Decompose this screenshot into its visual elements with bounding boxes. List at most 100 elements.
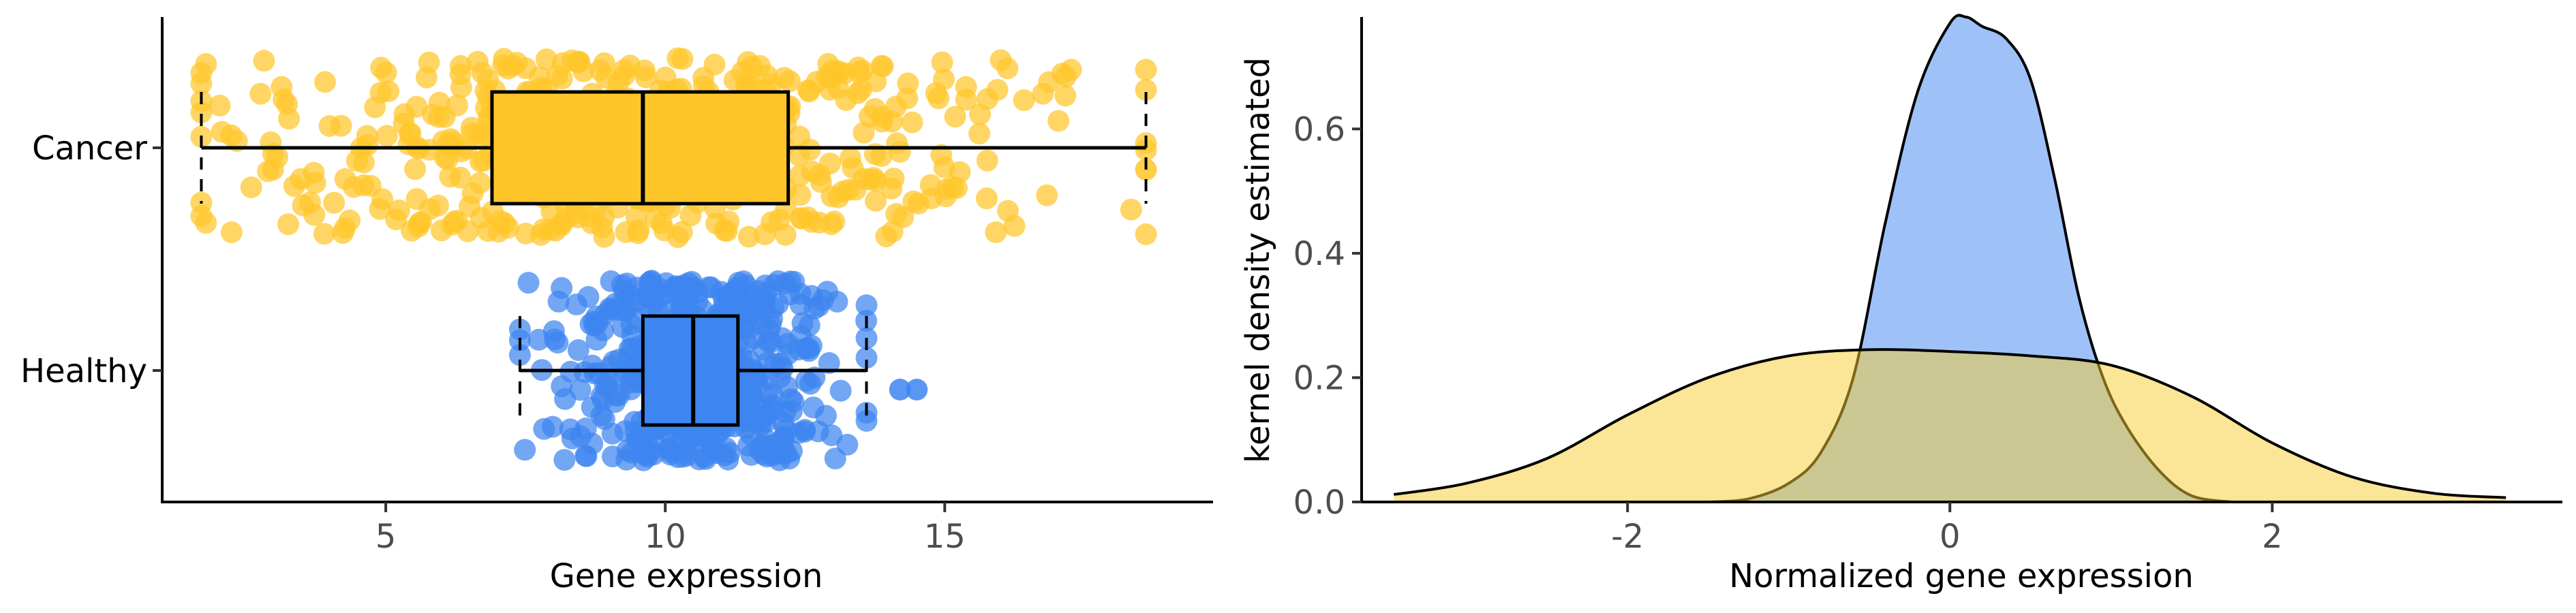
data-point <box>831 180 854 203</box>
data-point <box>249 82 272 105</box>
data-point <box>559 418 581 441</box>
data-point <box>385 208 408 231</box>
data-point <box>761 308 784 330</box>
data-point <box>737 225 760 248</box>
data-point <box>855 347 878 369</box>
data-point <box>334 168 356 190</box>
data-point <box>820 213 842 236</box>
data-point <box>968 123 991 145</box>
x-tick-label: 5 <box>375 518 397 556</box>
data-point <box>798 340 821 362</box>
data-point <box>955 89 977 111</box>
data-point <box>601 422 624 445</box>
data-point <box>277 213 299 236</box>
data-point <box>304 172 326 194</box>
data-point <box>996 57 1019 80</box>
y-tick-label: 0.0 <box>1293 484 1345 522</box>
data-point <box>976 149 998 172</box>
data-point <box>323 191 346 214</box>
data-point <box>220 221 243 243</box>
data-point <box>819 153 841 174</box>
data-point <box>1135 59 1157 81</box>
data-point <box>352 151 375 174</box>
data-point <box>889 141 911 163</box>
data-point <box>515 57 537 80</box>
data-point <box>469 151 491 173</box>
data-point <box>703 53 726 76</box>
data-point <box>931 51 953 74</box>
data-point <box>604 391 626 413</box>
data-point <box>375 125 398 147</box>
data-point <box>627 222 649 245</box>
data-point <box>799 138 821 161</box>
data-point <box>756 403 779 426</box>
data-point <box>824 447 846 470</box>
data-point <box>209 95 231 116</box>
data-point <box>885 203 908 225</box>
data-point <box>508 318 531 341</box>
data-point <box>1135 79 1157 101</box>
data-point <box>1013 89 1035 111</box>
data-point <box>551 52 574 74</box>
data-point <box>542 415 564 438</box>
data-point <box>637 445 658 468</box>
x-tick-label: 10 <box>645 518 686 556</box>
data-point <box>679 204 702 227</box>
data-point <box>897 72 919 95</box>
y-ticks-right: 0.0 0.2 0.4 0.6 <box>1293 110 1362 522</box>
data-point <box>774 223 797 246</box>
data-point <box>616 439 639 461</box>
data-point <box>986 78 1009 101</box>
data-point <box>969 103 991 125</box>
outlier-point <box>906 379 928 400</box>
data-point <box>404 158 427 180</box>
box <box>641 314 740 427</box>
data-point <box>1135 223 1157 245</box>
data-point <box>985 221 1007 243</box>
boxplots <box>200 90 1148 427</box>
data-point <box>1060 59 1082 81</box>
data-point <box>527 328 550 351</box>
data-point <box>195 212 217 234</box>
data-point <box>671 221 693 243</box>
density-line-cancer <box>1393 348 2506 499</box>
data-point <box>565 202 587 224</box>
data-point <box>865 189 887 212</box>
data-point <box>551 375 573 398</box>
x-tick-label: 0 <box>1939 518 1961 556</box>
data-point <box>418 51 440 74</box>
data-point <box>774 400 797 423</box>
data-point <box>430 219 453 242</box>
y-axis-title-right: kernel density estimated <box>1239 57 1277 463</box>
data-point <box>514 439 536 461</box>
data-point <box>283 175 305 198</box>
data-point <box>717 448 739 471</box>
data-point <box>461 183 484 204</box>
x-tick-label: -2 <box>1611 518 1644 556</box>
data-point <box>737 51 759 74</box>
data-point <box>787 422 810 444</box>
data-point <box>901 111 923 133</box>
data-point <box>1038 71 1060 93</box>
boxplot-panel: 5 10 15 Cancer Healthy Gene expression <box>20 17 1213 595</box>
data-point <box>611 316 634 339</box>
data-point <box>818 352 840 374</box>
density-curves <box>1393 14 2506 503</box>
data-point <box>737 435 759 457</box>
y-tick-label: 0.2 <box>1293 359 1345 397</box>
data-point <box>654 66 677 89</box>
data-point <box>613 280 635 302</box>
data-point <box>925 82 947 104</box>
data-point <box>460 116 482 139</box>
data-point <box>791 312 814 334</box>
data-point <box>777 343 799 366</box>
data-point <box>850 78 872 101</box>
data-point <box>865 170 887 192</box>
data-point <box>190 72 213 95</box>
data-point <box>812 289 834 311</box>
data-point <box>553 449 576 471</box>
data-point <box>572 60 595 82</box>
data-point <box>530 223 552 246</box>
data-point <box>359 174 382 197</box>
